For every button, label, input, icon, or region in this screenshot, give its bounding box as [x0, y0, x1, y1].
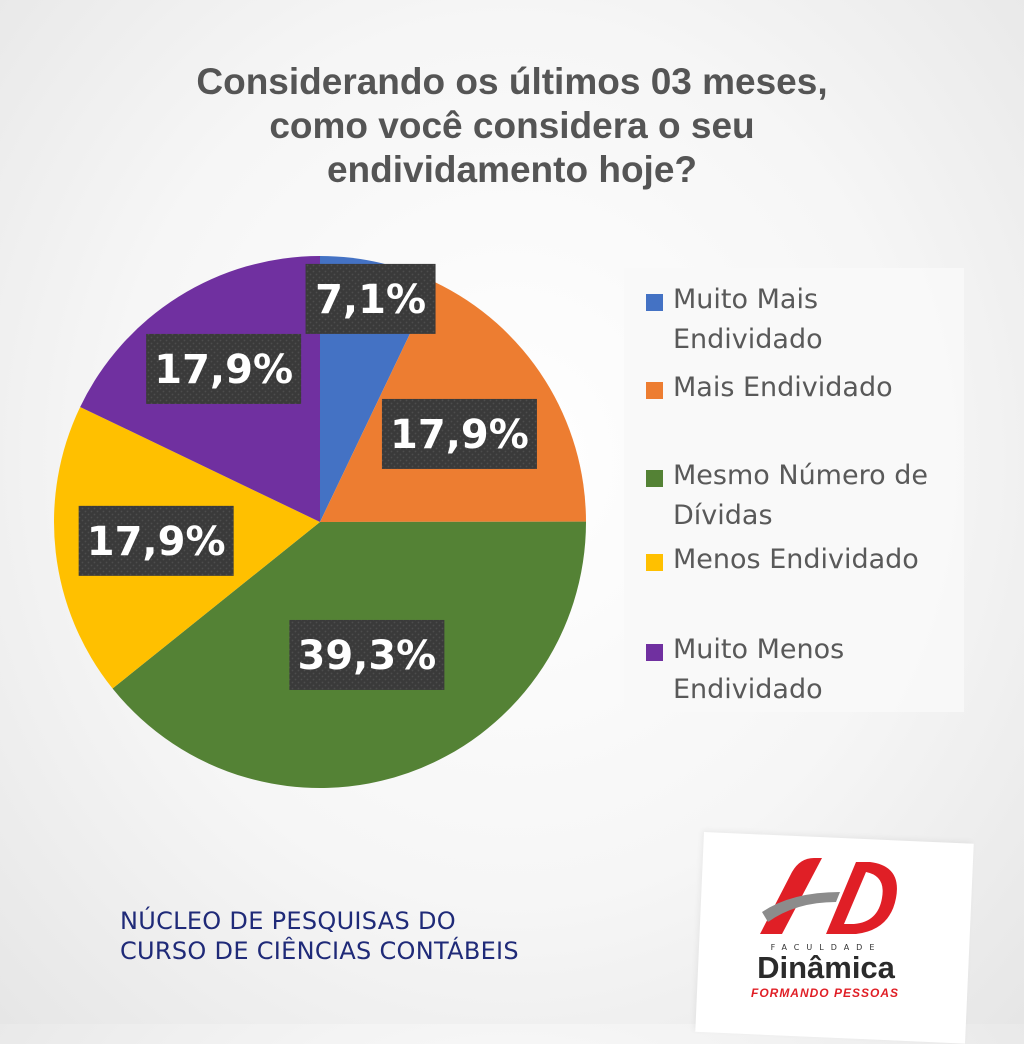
legend-label: Menos Endividado [673, 544, 919, 575]
title-line-3: endividamento hoje? [326, 149, 698, 190]
logo-name: Dinâmica [757, 950, 895, 985]
legend-label: Mesmo Número de Dívidas [673, 460, 928, 531]
pie-data-label-3: 17,9% [78, 505, 234, 576]
pie-data-label-box [78, 505, 234, 576]
pie-data-label-box [289, 619, 445, 690]
legend-swatch [646, 382, 663, 399]
pie-data-label-text: 17,9% [154, 347, 293, 393]
pie-data-label-2: 39,3% [289, 619, 445, 690]
pie-data-label-box [381, 398, 537, 469]
legend-swatch [646, 644, 663, 661]
footer-line-1: NÚCLEO DE PESQUISAS DO [120, 907, 456, 935]
title-line-2: como você considera o seu [269, 105, 755, 146]
chart-title: Considerando os últimos 03 meses, como v… [60, 60, 964, 192]
legend-swatch [646, 294, 663, 311]
pie-data-label-text: 17,9% [390, 412, 529, 458]
logo-tagline: FORMANDO PESSOAS [750, 986, 899, 1000]
pie-data-label-0: 7,1% [305, 263, 436, 334]
legend-swatch [646, 470, 663, 487]
legend-label: Muito Menos Endividado [673, 634, 845, 705]
footer-credit: NÚCLEO DE PESQUISAS DO CURSO DE CIÊNCIAS… [120, 906, 519, 966]
title-line-1: Considerando os últimos 03 meses, [196, 61, 828, 102]
pie-data-label-1: 17,9% [381, 398, 537, 469]
pie-data-label-box [305, 263, 436, 334]
legend-swatch [646, 554, 663, 571]
legend-label: Muito Mais Endividado [673, 284, 823, 355]
chart-legend: Muito Mais Endividado Mais Endividado Me… [624, 268, 964, 712]
pie-data-label-text: 17,9% [87, 519, 226, 565]
footer-line-2: CURSO DE CIÊNCIAS CONTÁBEIS [120, 937, 519, 965]
logo-faculdade-text: FACULDADE [770, 943, 882, 952]
pie-data-label-text: 39,3% [297, 633, 436, 679]
pie-data-label-4: 17,9% [146, 333, 302, 404]
pie-data-label-text: 7,1% [315, 277, 426, 323]
legend-label: Mais Endividado [673, 372, 893, 403]
pie-data-label-box [146, 333, 302, 404]
pie-data-labels: 7,1% 17,9% 39,3% 17,9% 17,9% [78, 263, 537, 690]
faculdade-dinamica-logo-icon [760, 858, 897, 934]
